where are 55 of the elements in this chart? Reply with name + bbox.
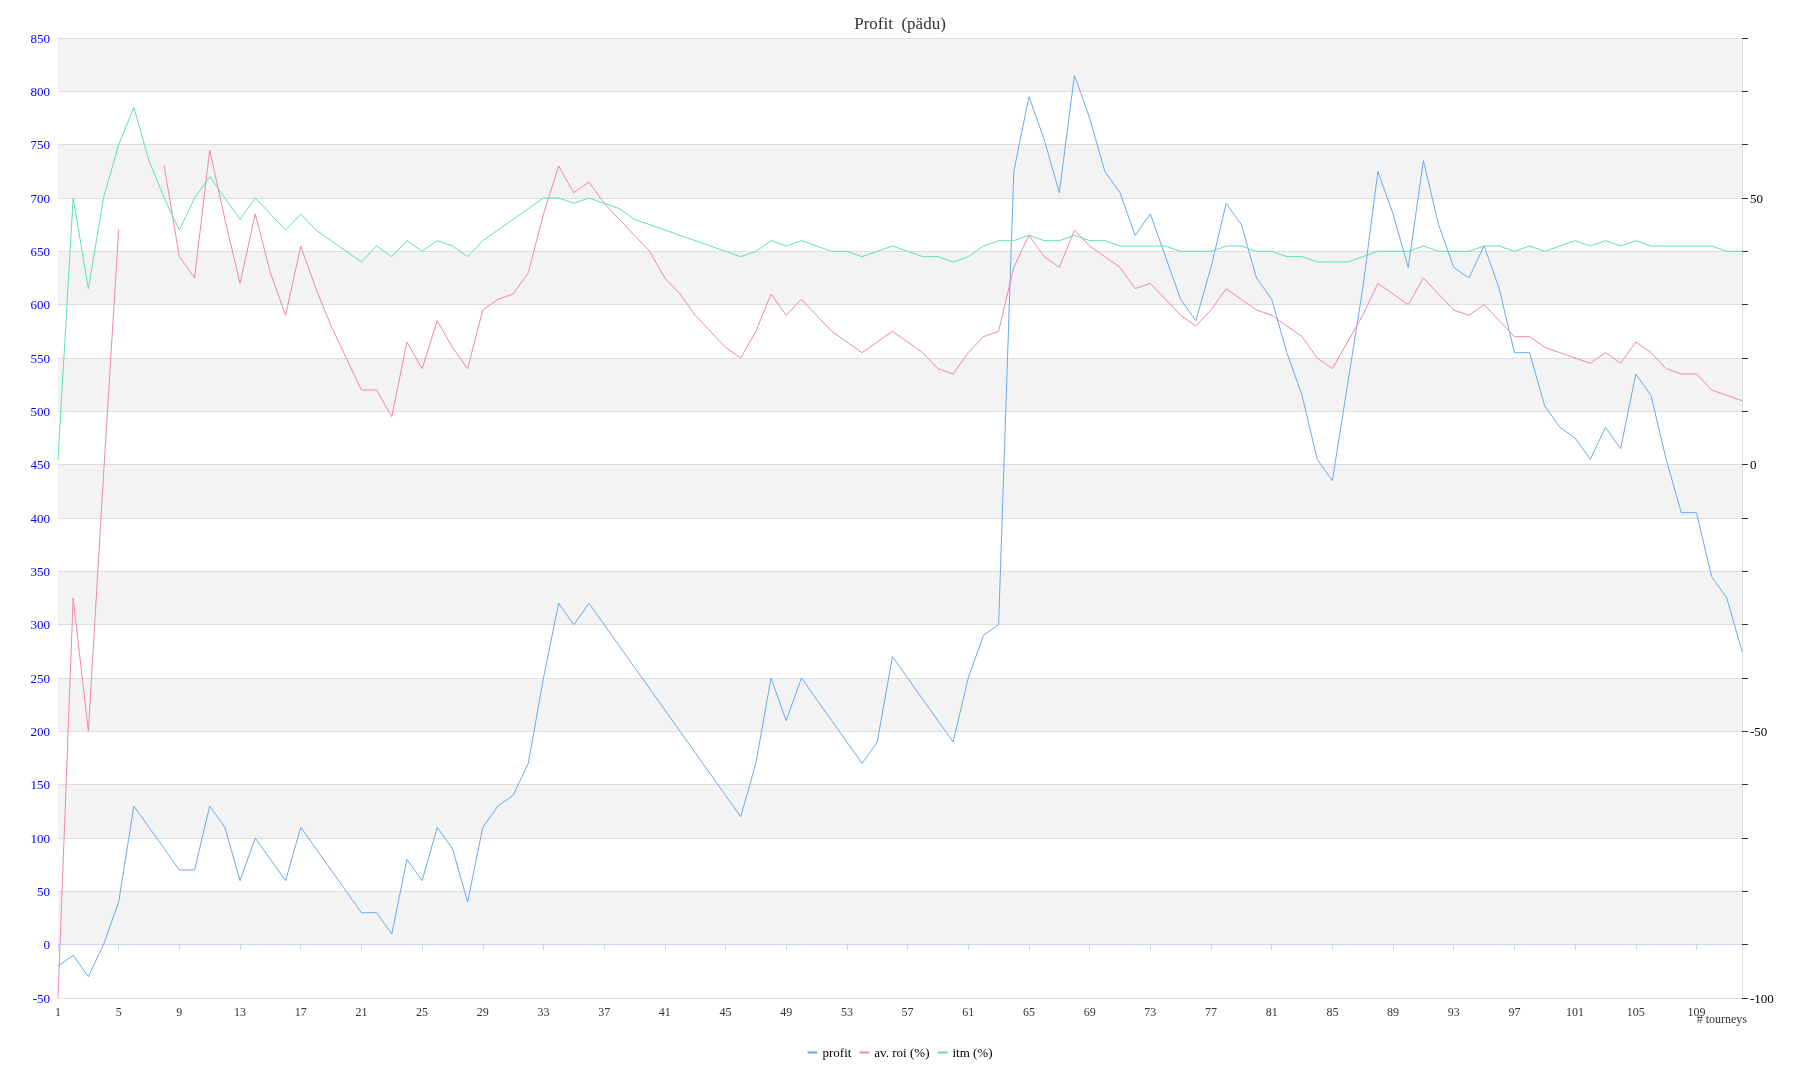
- y2-tick-label: -50: [1750, 723, 1768, 739]
- x-tick-label: 69: [1083, 1005, 1096, 1019]
- x-tick-label: 105: [1626, 1005, 1645, 1019]
- legend-label: itm (%): [952, 1045, 993, 1060]
- x-tick-label: 21: [355, 1005, 368, 1019]
- y-tick-label: 400: [30, 510, 50, 526]
- y2-tick-label: 50: [1750, 190, 1763, 206]
- y-tick-label: 250: [30, 670, 50, 686]
- y-tick-label: 50: [37, 883, 50, 899]
- chart-title: Profit (pädu): [854, 14, 946, 33]
- y-tick-label: 100: [30, 830, 50, 846]
- x-tick-label: 85: [1326, 1005, 1339, 1019]
- y-tick-label: 200: [30, 723, 50, 739]
- x-tick-label: 5: [115, 1005, 122, 1019]
- x-tick-label: 41: [658, 1005, 671, 1019]
- x-tick-label: 17: [294, 1005, 307, 1019]
- y-tick-label: 350: [30, 563, 50, 579]
- legend-label: av. roi (%): [874, 1045, 930, 1060]
- y-tick-label: 550: [30, 350, 50, 366]
- x-tick-label: 9: [176, 1005, 183, 1019]
- y-tick-label: 750: [30, 137, 50, 153]
- x-tick-label: 45: [719, 1005, 732, 1019]
- y-tick-label: 0: [43, 937, 50, 953]
- x-tick-label: 77: [1205, 1005, 1218, 1019]
- y-tick-label: 450: [30, 457, 50, 473]
- legend-label: profit: [822, 1045, 852, 1060]
- x-tick-label: 93: [1447, 1005, 1460, 1019]
- y-tick-label: 150: [30, 777, 50, 793]
- x-tick-label: 101: [1566, 1005, 1585, 1019]
- y-tick-label: 600: [30, 297, 50, 313]
- x-tick-label: 57: [901, 1005, 914, 1019]
- x-tick-label: 81: [1265, 1005, 1278, 1019]
- y-tick-label: 700: [30, 190, 50, 206]
- y2-tick-label: 0: [1750, 457, 1757, 473]
- y-tick-label: 500: [30, 403, 50, 419]
- x-tick-label: 37: [598, 1005, 611, 1019]
- y-tick-label: 800: [30, 83, 50, 99]
- x-tick-label: 61: [962, 1005, 975, 1019]
- x-tick-label: 97: [1508, 1005, 1521, 1019]
- y2-tick-label: -100: [1750, 990, 1774, 1006]
- x-tick-label: 49: [780, 1005, 793, 1019]
- x-tick-label: 25: [416, 1005, 429, 1019]
- x-tick-label: 53: [840, 1005, 853, 1019]
- x-tick-label: 13: [234, 1005, 247, 1019]
- x-tick-label: 1: [55, 1005, 61, 1019]
- x-tick-label: 73: [1144, 1005, 1157, 1019]
- y-tick-label: 650: [30, 243, 50, 259]
- x-tick-label: 29: [476, 1005, 489, 1019]
- y-tick-label: -50: [32, 990, 50, 1006]
- x-tick-label: 89: [1387, 1005, 1400, 1019]
- y-tick-label: 850: [30, 30, 50, 46]
- x-tick-label: 65: [1022, 1005, 1035, 1019]
- x-tick-label: 33: [537, 1005, 550, 1019]
- y-tick-label: 300: [30, 617, 50, 633]
- line-series: [57, 106, 1743, 460]
